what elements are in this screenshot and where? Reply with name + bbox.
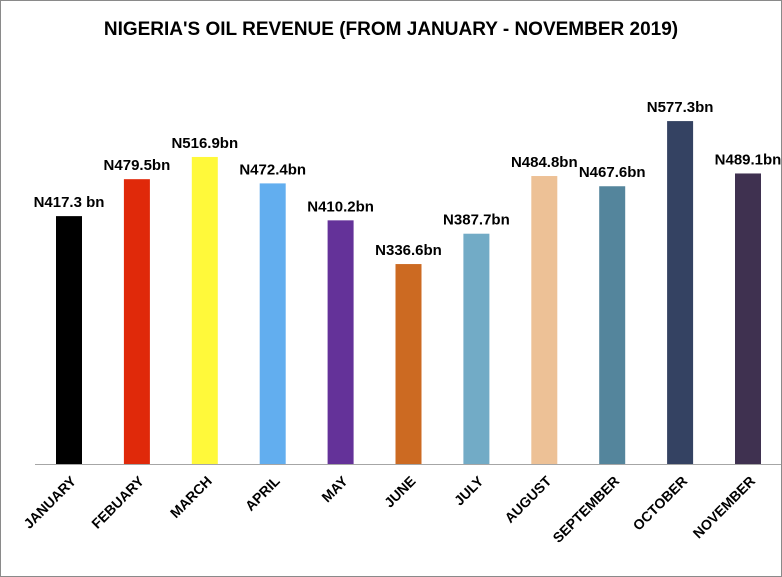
bar-may [327,220,354,464]
bar-september [599,186,626,464]
bar-january [56,216,82,464]
x-tick-label: SEPTEMBER [549,473,622,546]
bar-febuary [123,179,150,464]
bar-june [395,264,422,464]
x-tick-label: NOVEMBER [690,473,759,542]
data-label: N484.8bn [511,154,578,171]
x-tick-label: JUNE [381,473,419,511]
data-label: N472.4bn [239,161,306,178]
x-tick-label: APRIL [242,472,283,513]
bar-october [667,121,694,464]
bar-november [735,173,761,464]
data-label: N489.1bn [715,151,781,168]
x-tick-label: OCTOBER [630,473,691,534]
x-tick-label: MARCH [167,473,215,521]
data-label: N516.9bn [171,135,238,152]
x-tick-label: JANUARY [20,472,79,531]
data-label: N410.2bn [307,198,374,215]
x-tick-label: JULY [451,472,487,508]
x-tick-label: MAY [318,472,351,505]
x-tick-label: AUGUST [501,473,554,526]
data-label: N417.3 bn [34,194,105,211]
x-tick-label: FEBUARY [88,472,147,531]
data-label: N467.6bn [579,164,646,181]
data-label: N336.6bn [375,242,442,259]
bar-july [463,233,490,464]
bar-march [191,156,218,464]
data-label: N387.7bn [443,212,510,229]
chart-title: NIGERIA'S OIL REVENUE (FROM JANUARY - NO… [103,19,679,40]
bar-august [531,176,558,464]
data-label: N577.3bn [647,99,714,116]
bar-april [259,183,286,464]
data-label: N479.5bn [104,157,171,174]
